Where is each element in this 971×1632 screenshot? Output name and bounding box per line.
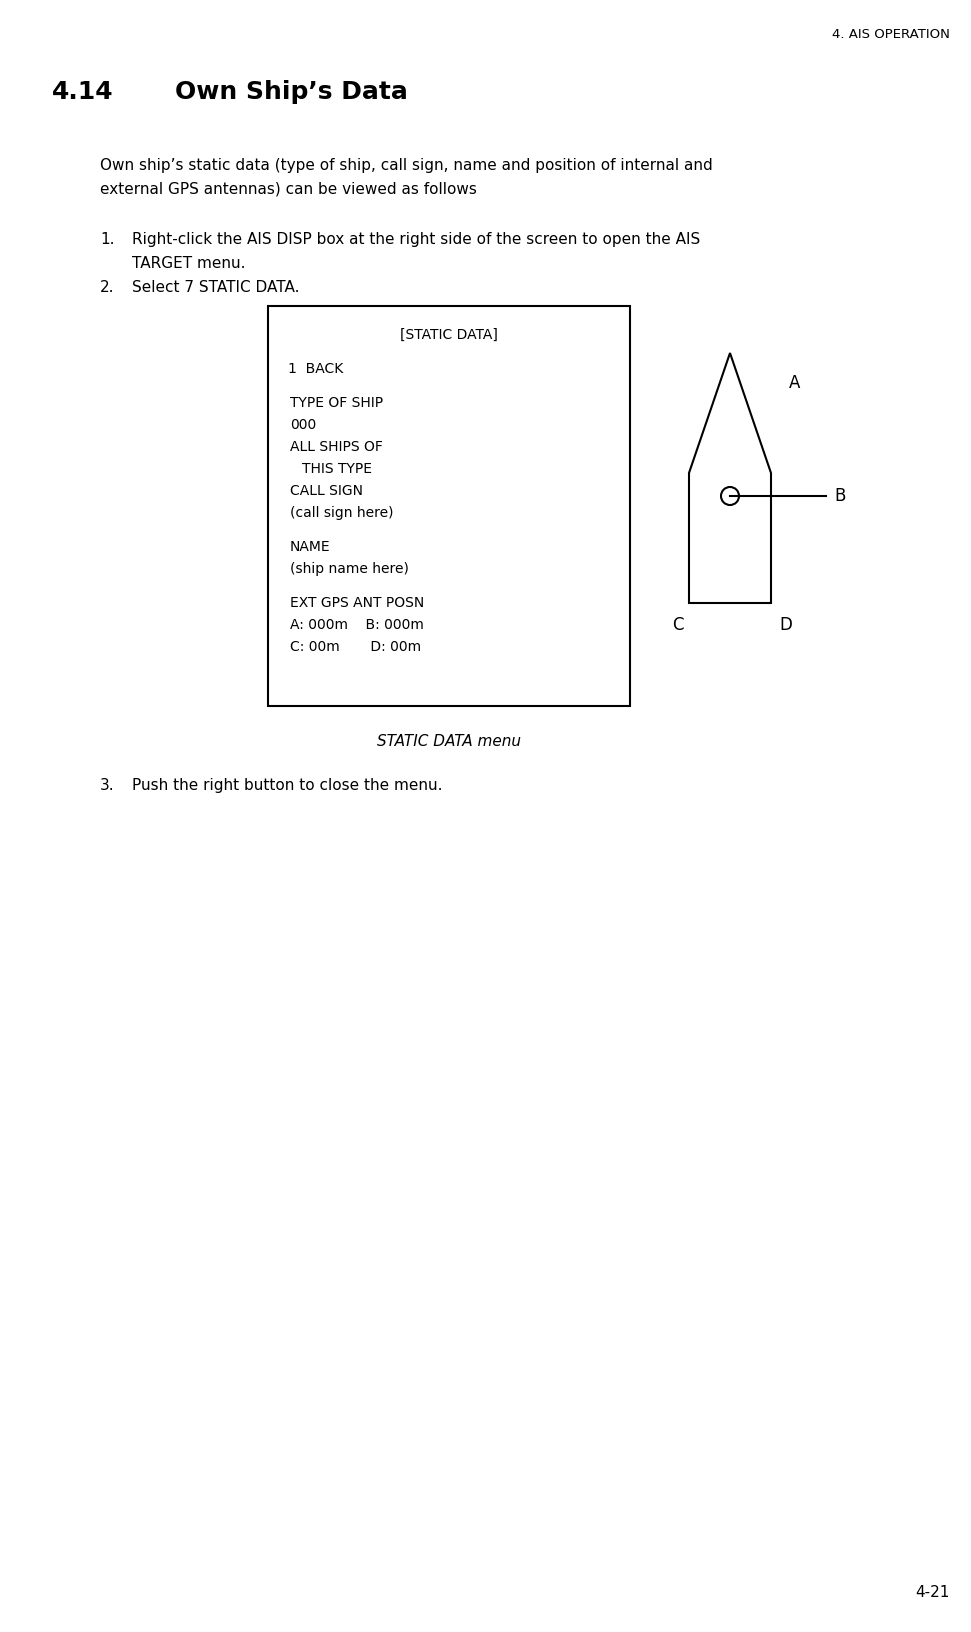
Text: 4. AIS OPERATION: 4. AIS OPERATION	[832, 28, 950, 41]
Text: 4.14: 4.14	[52, 80, 114, 104]
Text: B: B	[834, 486, 846, 504]
Text: 1  BACK: 1 BACK	[287, 362, 343, 375]
Text: Own Ship’s Data: Own Ship’s Data	[175, 80, 408, 104]
Text: NAME: NAME	[289, 540, 330, 555]
Text: external GPS antennas) can be viewed as follows: external GPS antennas) can be viewed as …	[100, 183, 477, 197]
Text: Select 7 STATIC DATA.: Select 7 STATIC DATA.	[132, 281, 299, 295]
Text: Own ship’s static data (type of ship, call sign, name and position of internal a: Own ship’s static data (type of ship, ca…	[100, 158, 713, 173]
Text: CALL SIGN: CALL SIGN	[289, 485, 363, 498]
Text: TYPE OF SHIP: TYPE OF SHIP	[289, 397, 383, 410]
Text: (call sign here): (call sign here)	[289, 506, 393, 521]
Text: A: 000m    B: 000m: A: 000m B: 000m	[289, 619, 423, 632]
Text: C: 00m       D: 00m: C: 00m D: 00m	[289, 640, 420, 654]
Text: 1.: 1.	[100, 232, 115, 246]
Text: C: C	[673, 615, 684, 633]
Text: Right-click the AIS DISP box at the right side of the screen to open the AIS: Right-click the AIS DISP box at the righ…	[132, 232, 700, 246]
Text: EXT GPS ANT POSN: EXT GPS ANT POSN	[289, 596, 424, 610]
Text: 4-21: 4-21	[916, 1585, 950, 1599]
Text: 2.: 2.	[100, 281, 115, 295]
Text: (ship name here): (ship name here)	[289, 561, 409, 576]
Text: THIS TYPE: THIS TYPE	[302, 462, 372, 477]
Bar	[268, 307, 630, 707]
Text: A: A	[789, 374, 800, 392]
Text: STATIC DATA menu: STATIC DATA menu	[377, 734, 521, 749]
Text: D: D	[779, 615, 792, 633]
Text: TARGET menu.: TARGET menu.	[132, 256, 246, 271]
Text: [STATIC DATA]: [STATIC DATA]	[400, 328, 498, 343]
Text: 3.: 3.	[100, 778, 115, 793]
Text: Push the right button to close the menu.: Push the right button to close the menu.	[132, 778, 443, 793]
Text: 000: 000	[289, 418, 316, 432]
Text: ALL SHIPS OF: ALL SHIPS OF	[289, 441, 383, 454]
